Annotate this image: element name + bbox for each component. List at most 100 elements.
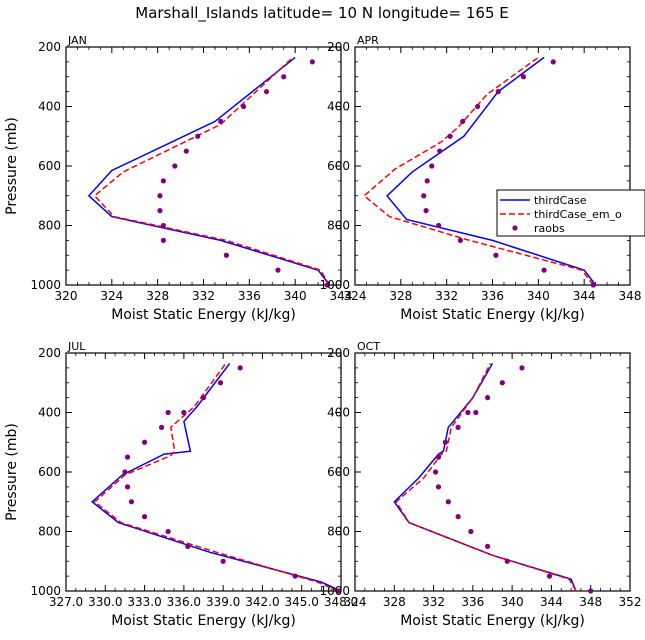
- x-tick-label: 342.0: [245, 595, 279, 609]
- data-point: [460, 118, 466, 124]
- y-tick-label: 200: [38, 40, 61, 54]
- data-point: [160, 178, 166, 184]
- data-point: [495, 89, 501, 95]
- y-tick-label: 200: [38, 346, 61, 360]
- x-tick-label: 324: [100, 289, 123, 303]
- series-line: [93, 362, 339, 592]
- x-tick-label: 324: [344, 595, 367, 609]
- legend-label: thirdCase: [534, 194, 587, 207]
- data-point: [335, 588, 341, 594]
- x-tick-label: 332: [422, 595, 445, 609]
- data-point: [195, 133, 201, 139]
- data-point: [447, 133, 453, 139]
- data-point: [141, 514, 148, 520]
- legend-box: [496, 189, 645, 237]
- x-tick-label: 336.0: [167, 595, 201, 609]
- series-thirdCase-em-o: [395, 363, 577, 592]
- data-point: [457, 237, 464, 243]
- figure-title: Marshall_Islands latitude= 10 N longitud…: [135, 4, 508, 23]
- panels: 320 324 328 332 336 340 344 200 400 600 800 1000 JAN…: [4, 34, 645, 629]
- data-point: [435, 484, 442, 490]
- legend-label: raobs: [534, 222, 565, 235]
- data-point: [160, 222, 166, 229]
- data-point: [455, 424, 461, 430]
- data-point: [546, 573, 553, 579]
- panel-label: APR: [357, 34, 379, 47]
- x-tick-label: 333.0: [127, 595, 161, 609]
- series-thirdCase-em-o: [93, 56, 331, 286]
- data-point: [484, 543, 491, 549]
- y-tick-label: 200: [327, 40, 350, 54]
- series-raobs: [421, 59, 596, 288]
- data-point: [165, 528, 171, 535]
- data-point: [157, 208, 163, 214]
- x-tick-label: 320: [55, 289, 78, 303]
- data-point: [504, 558, 510, 564]
- data-point: [424, 178, 430, 184]
- y-tick-label: 400: [327, 406, 350, 420]
- data-point: [172, 163, 178, 169]
- y-tick-label: 1000: [30, 584, 61, 598]
- y-tick-label: 600: [327, 159, 350, 173]
- x-axis-label: Moist Static Energy (kJ/kg): [111, 307, 296, 323]
- x-tick-label: 330.0: [88, 595, 122, 609]
- data-point: [220, 558, 226, 564]
- x-tick-label: 332: [435, 289, 458, 303]
- data-point: [473, 409, 479, 416]
- y-tick-label: 400: [38, 406, 61, 420]
- panel-apr: 324 328 332 336 340 344 348 200 400 600 800 1000 APR…: [319, 34, 645, 323]
- y-tick-label: 800: [327, 525, 350, 539]
- data-point: [157, 193, 163, 199]
- legend-label: thirdCase_em_o: [534, 208, 622, 221]
- data-point: [128, 499, 135, 505]
- data-point: [165, 409, 171, 416]
- x-tick-label: 348: [619, 289, 642, 303]
- data-point: [499, 380, 505, 386]
- x-tick-label: 327.0: [49, 595, 83, 609]
- x-tick-label: 336: [481, 289, 504, 303]
- series-raobs: [157, 59, 330, 288]
- data-point: [421, 193, 427, 199]
- data-point: [124, 454, 131, 460]
- y-tick-label: 600: [38, 465, 61, 479]
- x-tick-label: 336: [238, 289, 261, 303]
- y-tick-label: 1000: [319, 584, 350, 598]
- y-tick-label: 800: [38, 525, 61, 539]
- series-thirdCase: [87, 56, 331, 286]
- data-point: [590, 282, 596, 288]
- data-point: [263, 89, 270, 95]
- plot-frame: [354, 46, 631, 286]
- x-tick-label: 344: [540, 595, 563, 609]
- data-point: [324, 282, 330, 288]
- data-point: [241, 103, 247, 110]
- data-point: [541, 267, 547, 273]
- x-tick-label: 328: [383, 595, 406, 609]
- data-point: [519, 365, 525, 371]
- data-point: [435, 454, 442, 460]
- x-tick-label: 339.0: [206, 595, 240, 609]
- data-point: [550, 59, 556, 65]
- series-thirdCase-em-o: [93, 362, 339, 592]
- x-tick-label: 344: [330, 289, 353, 303]
- data-point: [468, 528, 474, 535]
- y-axis-label: Pressure (mb): [4, 423, 20, 521]
- panel-jul: 327.0 330.0 333.0 336.0 339.0 342.0 345.0 348.0…: [4, 340, 358, 629]
- x-tick-label: 328: [389, 289, 412, 303]
- data-point: [493, 252, 499, 258]
- data-point: [281, 74, 287, 80]
- series-line: [386, 56, 597, 286]
- data-point: [455, 514, 461, 520]
- data-point: [218, 118, 224, 124]
- series-line: [395, 363, 577, 592]
- y-tick-label: 400: [327, 100, 350, 114]
- data-point: [217, 380, 224, 386]
- y-tick-label: 1000: [30, 278, 61, 292]
- x-tick-label: 340: [527, 289, 550, 303]
- series-line: [91, 362, 342, 592]
- series-thirdCase: [91, 362, 342, 592]
- data-point: [200, 395, 207, 401]
- plot-frame: [65, 46, 342, 286]
- x-axis-label: Moist Static Energy (kJ/kg): [400, 613, 585, 629]
- x-tick-label: 348: [579, 595, 602, 609]
